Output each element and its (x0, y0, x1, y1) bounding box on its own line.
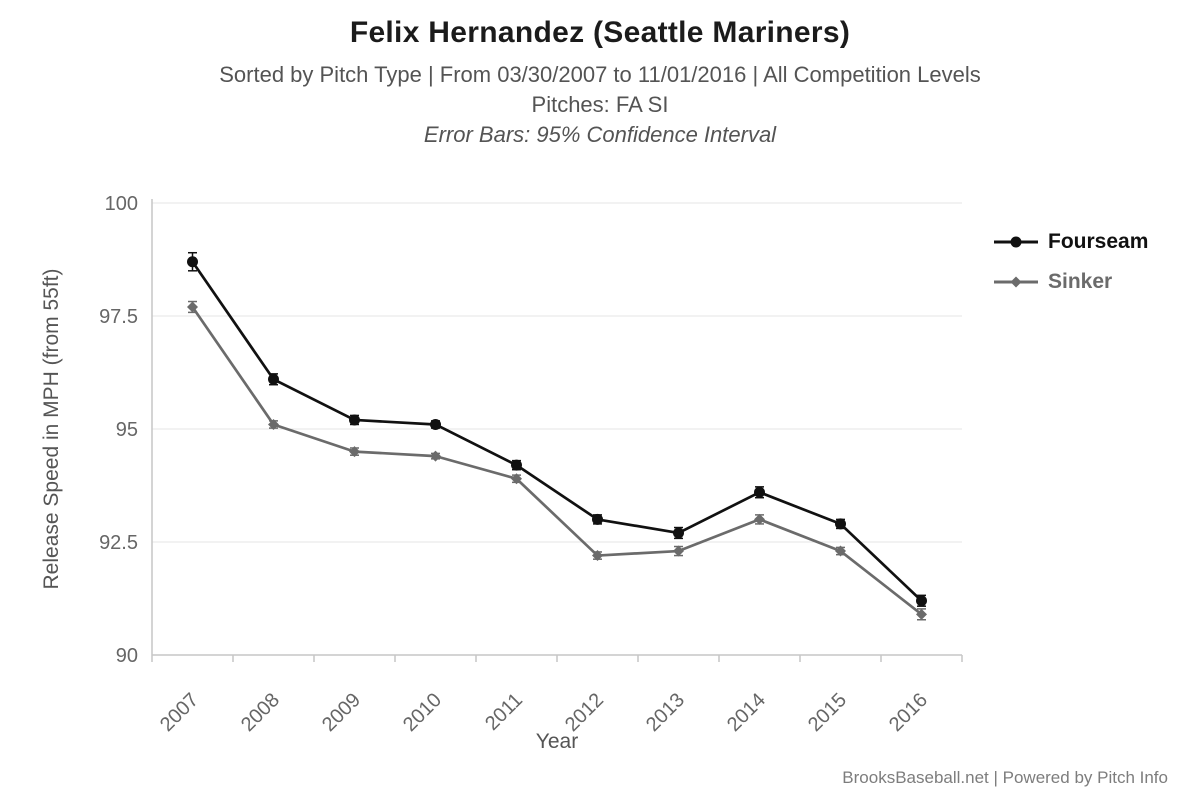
sinker-line-diamond-marker-icon (994, 276, 1038, 288)
data-point-sinker (349, 446, 360, 458)
chart-title: Felix Hernandez (Seattle Mariners) (349, 16, 851, 49)
data-point-fourseam (592, 513, 603, 525)
chart-subtitle: Sorted by Pitch Type | From 03/30/2007 t… (219, 62, 981, 87)
y-tick-label: 97.5 (99, 306, 138, 328)
data-point-fourseam (430, 418, 441, 430)
chart-pitches-line: Pitches: FA SI (531, 92, 669, 117)
data-point-sinker (430, 450, 441, 462)
series-line-fourseam (191, 260, 923, 602)
attribution-text: BrooksBaseball.net | Powered by Pitch In… (842, 768, 1168, 787)
y-axis-title: Release Speed in MPH (from 55ft) (40, 269, 63, 590)
x-tick-label: 2011 (481, 689, 527, 735)
data-point-sinker (916, 608, 927, 620)
x-tick-label: 2007 (156, 689, 203, 736)
x-tick-label: 2013 (642, 689, 689, 736)
series-line-sinker (191, 306, 923, 616)
y-tick-label: 90 (116, 645, 138, 667)
legend-label-sinker: Sinker (1048, 270, 1113, 293)
chart-header: Felix Hernandez (Seattle Mariners) Sorte… (0, 0, 1200, 150)
x-tick-label: 2012 (561, 689, 608, 736)
x-tick-label: 2009 (318, 689, 365, 736)
x-tick-label: 2016 (885, 689, 932, 736)
data-point-fourseam (187, 256, 198, 268)
x-tick-label: 2014 (723, 689, 770, 736)
x-tick-label: 2010 (399, 689, 446, 736)
data-point-fourseam (268, 373, 279, 385)
legend-item-sinker: Sinker (993, 270, 1148, 294)
data-point-sinker (673, 545, 684, 557)
data-point-fourseam (511, 459, 522, 471)
legend-item-fourseam: Fourseam (993, 230, 1148, 254)
x-axis-title: Year (536, 730, 578, 753)
data-point-sinker (187, 301, 198, 313)
y-tick-label: 92.5 (99, 532, 138, 554)
data-point-fourseam (673, 527, 684, 539)
data-point-sinker (592, 550, 603, 562)
chart-legend: Fourseam Sinker (993, 230, 1148, 310)
data-point-sinker (268, 418, 279, 430)
y-tick-label: 100 (105, 193, 138, 215)
data-point-sinker (511, 473, 522, 485)
data-point-fourseam (916, 595, 927, 607)
data-point-fourseam (349, 414, 360, 426)
fourseam-line-circle-marker-icon (994, 236, 1038, 248)
data-point-fourseam (835, 518, 846, 530)
x-tick-label: 2015 (804, 689, 851, 736)
x-tick-label: 2008 (237, 689, 284, 736)
y-tick-label: 95 (116, 419, 138, 441)
data-point-sinker (754, 513, 765, 525)
data-point-sinker (835, 545, 846, 557)
chart-errorbars-note: Error Bars: 95% Confidence Interval (423, 122, 777, 147)
legend-label-fourseam: Fourseam (1048, 230, 1149, 253)
data-point-fourseam (754, 486, 765, 498)
